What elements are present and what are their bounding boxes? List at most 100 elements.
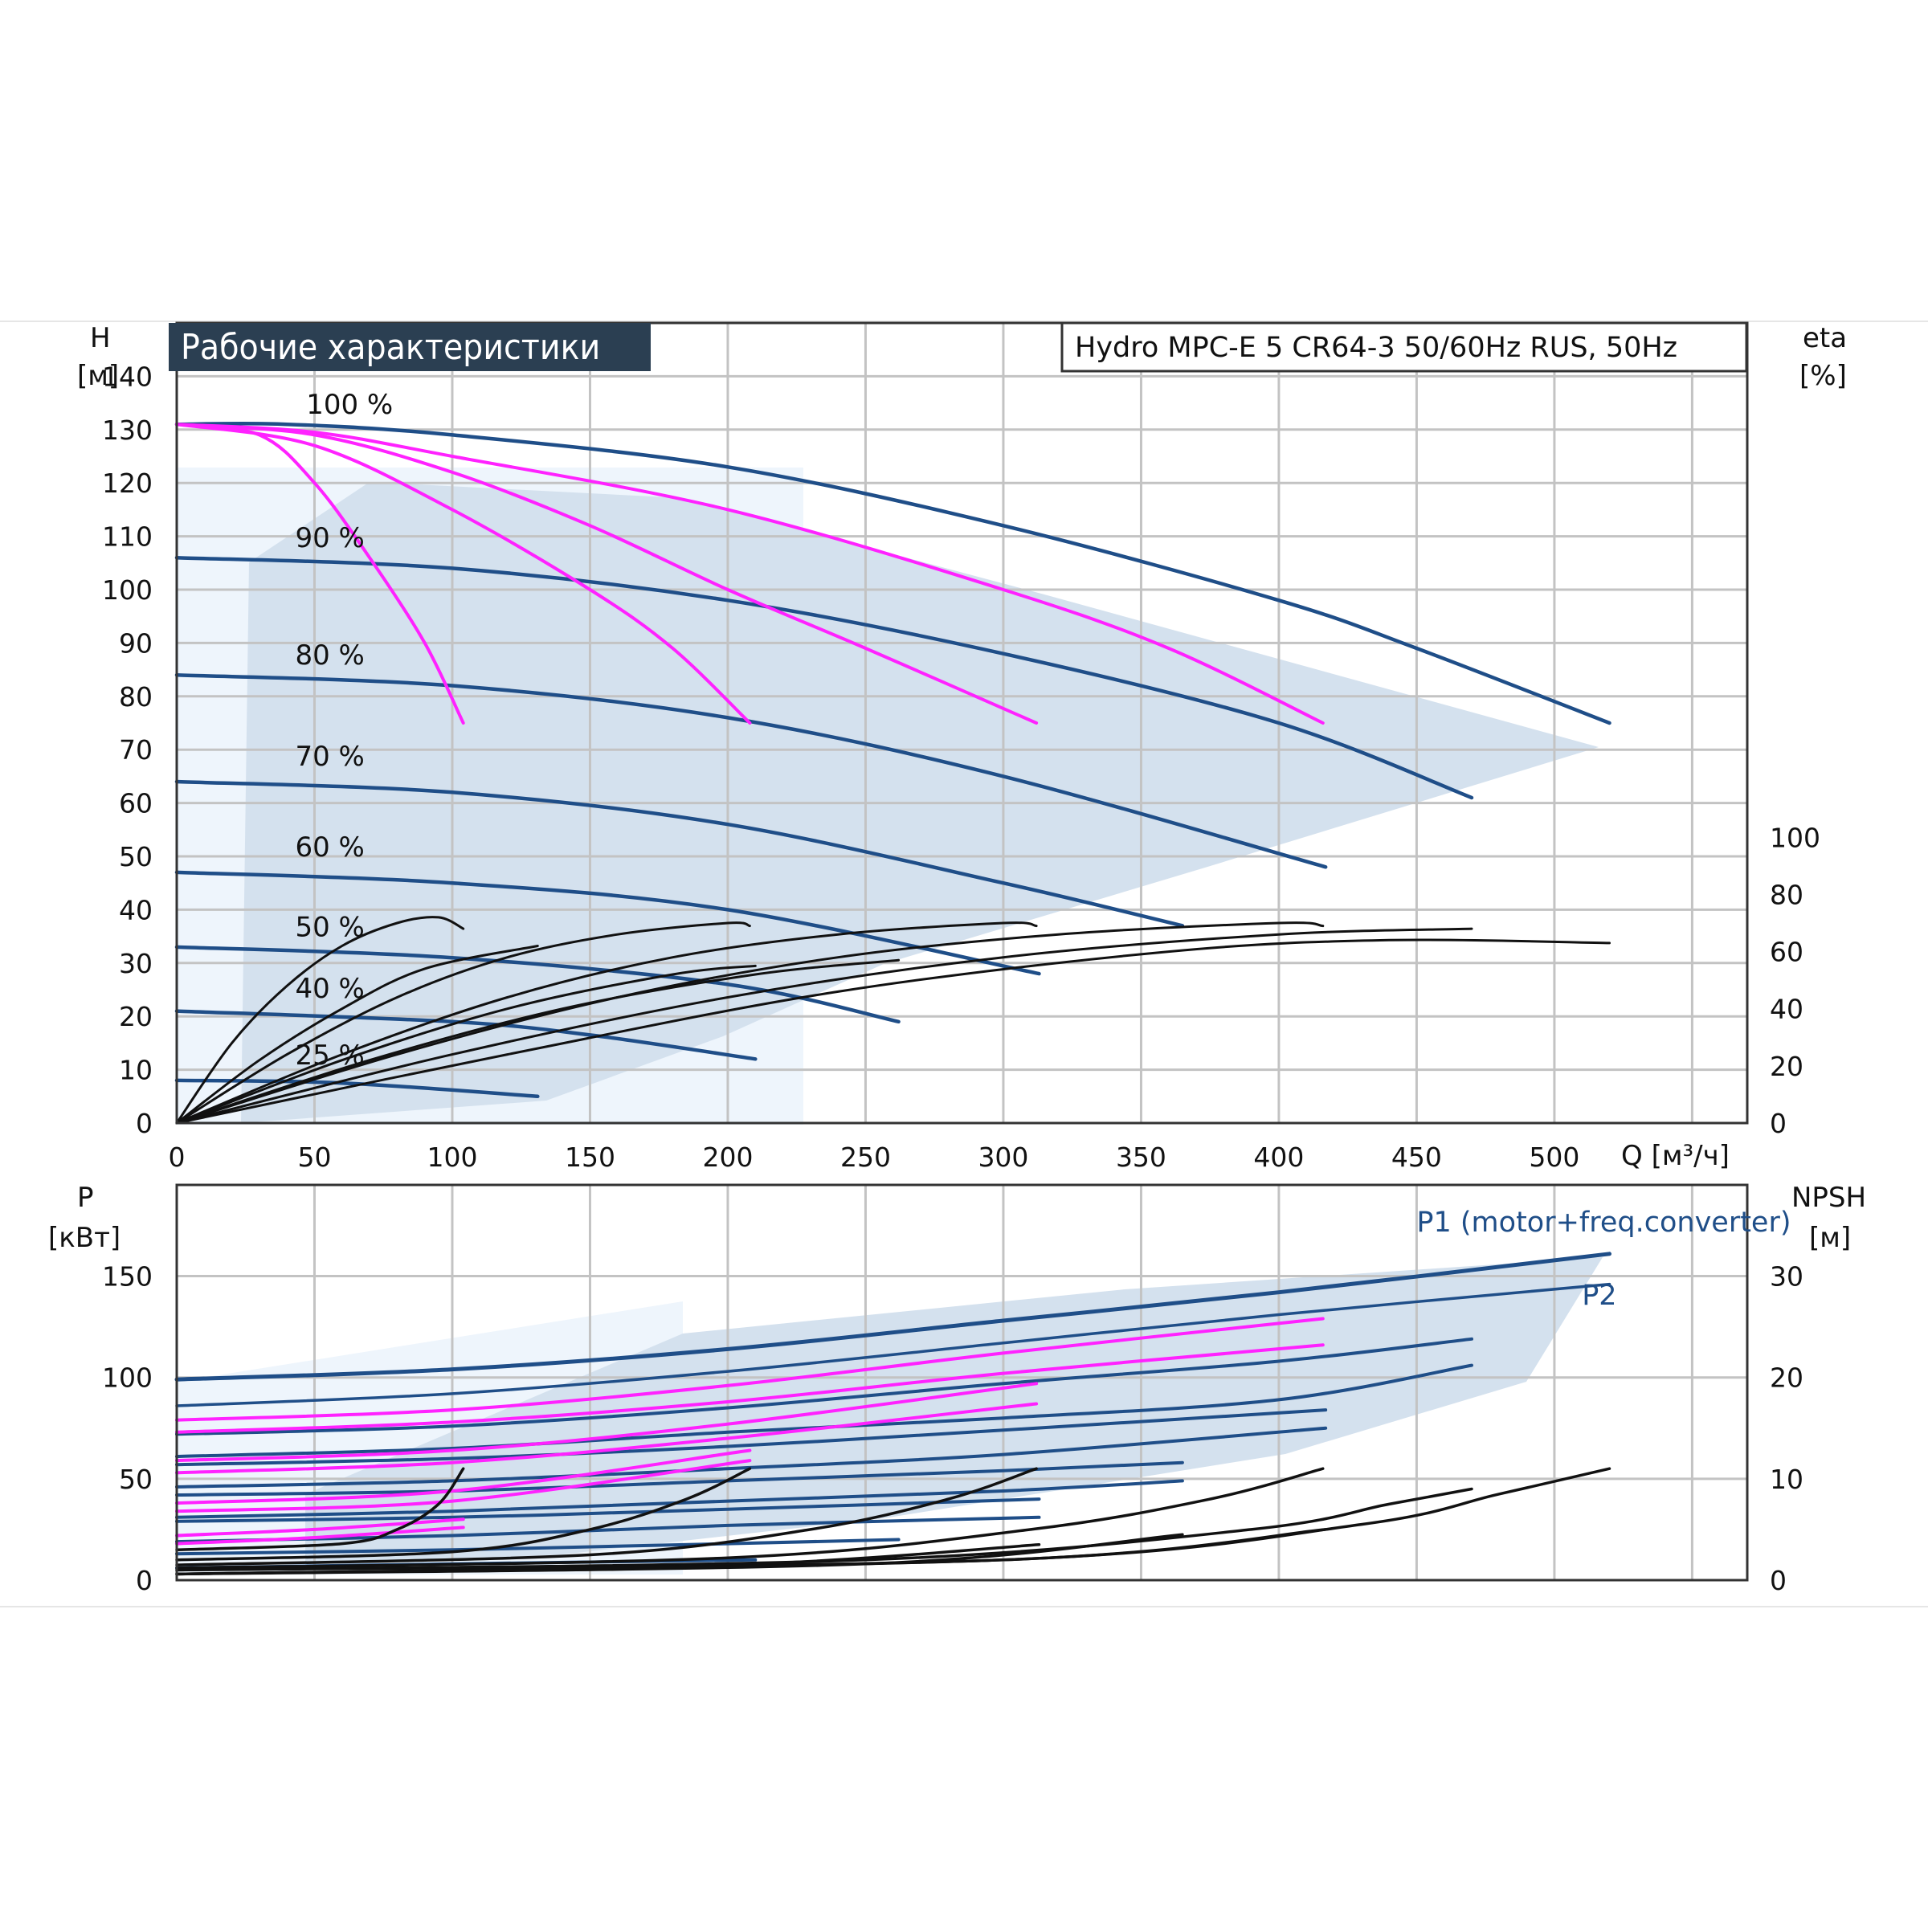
npsh-tick-labels: 0 10 20 30: [1770, 1261, 1803, 1596]
y-tick-label: 100: [102, 574, 153, 606]
efficiency-curve: [175, 964, 757, 1125]
power-axis-unit: [кВт]: [48, 1222, 120, 1254]
y2-tick-label: 40: [1770, 994, 1803, 1025]
x-tick-label: 150: [565, 1142, 615, 1173]
efficiency-curve: [175, 921, 1038, 1125]
y2-tick-label: 20: [1770, 1051, 1803, 1082]
power-tick-label: 150: [102, 1261, 153, 1293]
speed-label: 90 %: [295, 522, 364, 554]
series-label: P2: [1582, 1280, 1616, 1312]
top-curves: [174, 421, 1611, 1125]
y-tick-label: 10: [119, 1055, 153, 1086]
chart-title: Рабочие характеристики: [181, 327, 600, 368]
speed-label: 60 %: [295, 831, 364, 864]
p-system-curve: [175, 1426, 1328, 1489]
x-tick-label: 250: [840, 1142, 891, 1173]
system-max-curve: [174, 1009, 758, 1061]
speed-label: 50 %: [295, 912, 364, 944]
single-pump-curve: [175, 423, 1039, 725]
p1-max-curve: [174, 1252, 1611, 1382]
y2-axis-unit: [%]: [1799, 360, 1847, 392]
y2-tick-label: 80: [1770, 879, 1803, 910]
p-single-curve: [175, 1526, 465, 1546]
y-tick-labels: 0 10 20 30 40 50 60 70 80 90 100 110 120 130 140: [102, 361, 153, 1139]
x-axis-title: Q [м³/ч]: [1621, 1140, 1730, 1172]
x-tick-label: 400: [1253, 1142, 1304, 1173]
system-max-curve: [174, 870, 1041, 976]
top-plot-frame: [175, 321, 1749, 1125]
y-axis-title: H: [90, 322, 111, 354]
system-max-curve: [174, 672, 1328, 869]
x-tick-label: 500: [1529, 1142, 1579, 1173]
y-tick-label: 130: [102, 415, 153, 446]
y-tick-label: 110: [102, 521, 153, 553]
y-tick-label: 140: [102, 361, 153, 392]
speed-label: 70 %: [295, 741, 364, 773]
y2-tick-label: 0: [1770, 1108, 1787, 1139]
speed-label: 100 %: [306, 389, 393, 421]
speed-labels: 100 % 90 % 80 % 70 % 60 % 50 % 40 % 25 %: [295, 389, 393, 1072]
npsh-tick-label: 0: [1770, 1565, 1787, 1596]
y-tick-label: 70: [119, 734, 153, 766]
y2-axis-title: eta: [1803, 322, 1847, 354]
power-npsh-panel: 0 50 100 150 0 10 20 30 P1 (motor+freq.convert…: [48, 1182, 1866, 1596]
p-single-curve: [175, 1517, 465, 1538]
x-tick-label: 0: [169, 1142, 186, 1173]
y-tick-label: 20: [119, 1001, 153, 1032]
efficiency-curve: [175, 927, 1473, 1125]
y-tick-label: 30: [119, 948, 153, 979]
y-tick-label: 120: [102, 468, 153, 499]
x-tick-label: 200: [702, 1142, 753, 1173]
p-single-curve: [175, 1382, 1039, 1463]
model-box: [1060, 321, 1748, 373]
system-max-curve: [174, 1078, 540, 1099]
npsh-curve: [175, 1467, 465, 1551]
p-system-curve: [175, 1497, 1041, 1523]
y2-tick-labels: 0 20 40 60 80 100: [1770, 822, 1820, 1139]
npsh-tick-label: 10: [1770, 1464, 1803, 1495]
speed-label: 40 %: [295, 973, 364, 1005]
x-tick-label: 300: [978, 1142, 1028, 1173]
head-efficiency-panel: 0 50 100 150 200 250 300 350 400 450 500 010203040…: [77, 321, 1847, 1173]
p-single-curve: [175, 1459, 752, 1513]
top-grid: [177, 323, 1747, 1123]
y-tick-label: 60: [119, 788, 153, 819]
p-system-curve: [175, 1538, 901, 1556]
x-tick-label: 100: [427, 1142, 477, 1173]
title-box: [169, 323, 651, 371]
efficiency-curve: [175, 958, 901, 1125]
speed-label: 80 %: [295, 639, 364, 672]
npsh-axis-unit: [м]: [1809, 1222, 1851, 1254]
npsh-curve: [175, 1528, 1327, 1576]
npsh-tick-label: 20: [1770, 1362, 1803, 1394]
efficiency-curve: [175, 938, 1611, 1125]
series-labels: P1 (motor+freq.converter) P2: [1416, 1207, 1791, 1312]
bottom-plot-frame: [175, 1183, 1749, 1582]
y-tick-label: 80: [119, 681, 153, 713]
efficiency-curve: [175, 916, 465, 1125]
power-tick-label: 0: [136, 1565, 153, 1596]
npsh-curve: [175, 1467, 1038, 1566]
npsh-curve: [175, 1467, 1325, 1570]
p-single-curve: [175, 1343, 1325, 1434]
system-max-curve: [174, 555, 1474, 800]
series-label: P1 (motor+freq.converter): [1416, 1207, 1791, 1239]
power-axis-title: P: [77, 1182, 94, 1214]
npsh-tick-label: 30: [1770, 1261, 1803, 1293]
speed-label: 25 %: [295, 1040, 364, 1072]
npsh-curve: [175, 1467, 752, 1562]
y-tick-label: 40: [119, 894, 153, 925]
efficiency-curve: [175, 945, 539, 1125]
system-max-curve: [174, 945, 901, 1024]
x-tick-labels: 0 50 100 150 200 250 300 350 400 450 500: [169, 1142, 1580, 1173]
power-tick-label: 100: [102, 1362, 153, 1394]
efficiency-curve: [175, 921, 751, 1125]
power-tick-labels: 0 50 100 150: [102, 1261, 153, 1596]
npsh-axis-title: NPSH: [1791, 1182, 1866, 1214]
single-pump-curve: [175, 423, 752, 725]
model-subtitle: Hydro MPC-E 5 CR64-3 50/60Hz RUS, 50Hz: [1075, 332, 1677, 364]
system-max-curve: [174, 779, 1185, 928]
y2-tick-label: 60: [1770, 937, 1803, 968]
